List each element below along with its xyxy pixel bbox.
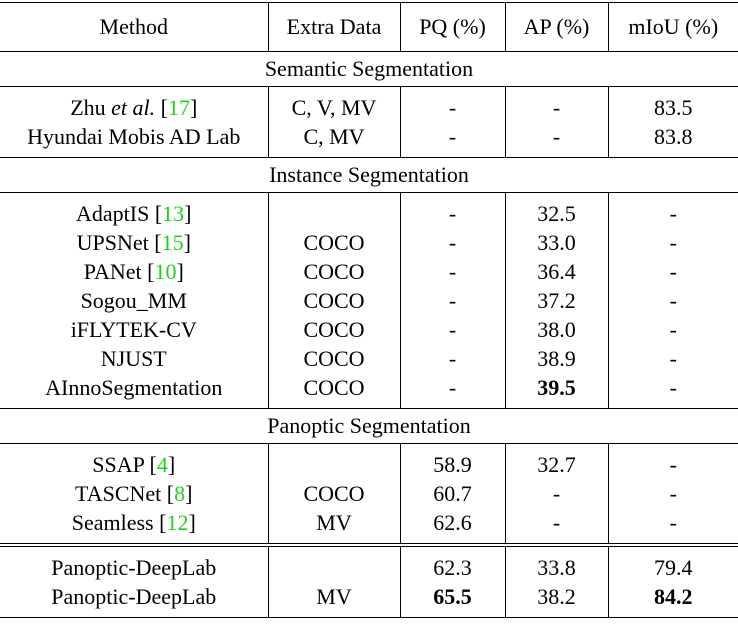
value-cell: - bbox=[399, 228, 505, 257]
value-cell: 33.0 bbox=[504, 228, 608, 257]
method-cell: iFLYTEK-CV bbox=[70, 316, 197, 342]
value-cell: 38.0 bbox=[504, 315, 608, 344]
data-row: Hyundai Mobis AD Lab C, MV - -83.8 bbox=[0, 122, 738, 158]
method-cell: SSAP [4] bbox=[92, 451, 176, 477]
method-cell: Seamless [12] bbox=[71, 509, 196, 535]
value-cell: 58.9 bbox=[399, 443, 505, 479]
section-title: Instance Segmentation bbox=[0, 157, 738, 193]
data-row: SSAP [4] 58.9 32.7- bbox=[0, 443, 738, 479]
value-cell: COCO bbox=[267, 344, 400, 373]
value-cell: 62.3 bbox=[399, 543, 505, 582]
method-cell: Panoptic-DeepLab bbox=[0, 582, 268, 618]
section-title: Panoptic Segmentation bbox=[0, 408, 738, 444]
value-cell: - bbox=[399, 192, 505, 228]
value-cell: 38.2 bbox=[504, 582, 608, 618]
value-cell: - bbox=[607, 228, 738, 257]
value-cell: 39.5 bbox=[504, 373, 608, 409]
value-cell: - bbox=[607, 315, 738, 344]
value-cell: COCO bbox=[267, 286, 400, 315]
value-cell: - bbox=[607, 257, 738, 286]
section-title: Semantic Segmentation bbox=[0, 51, 738, 87]
value-cell: COCO bbox=[267, 228, 400, 257]
value-cell: - bbox=[399, 86, 505, 122]
value-cell: 37.2 bbox=[504, 286, 608, 315]
section-row: Semantic Segmentation bbox=[0, 51, 738, 87]
value-cell: 60.7 bbox=[399, 479, 505, 508]
data-row: TASCNet [8] COCO 60.7- - bbox=[0, 479, 738, 508]
data-row: PANet [10] COCO -36.4- bbox=[0, 257, 738, 286]
method-cell: AInnoSegmentation bbox=[45, 374, 223, 400]
value-cell: - bbox=[504, 86, 608, 122]
header-cell: AP (%) bbox=[504, 2, 608, 52]
value-cell: - bbox=[399, 373, 505, 409]
value-cell: - bbox=[607, 508, 738, 545]
value-cell: C, MV bbox=[267, 122, 400, 158]
value-cell bbox=[267, 443, 400, 479]
data-row: UPSNet [15] COCO -33.0- bbox=[0, 228, 738, 257]
value-cell: COCO bbox=[267, 479, 400, 508]
method-cell: AdaptIS [13] bbox=[76, 200, 192, 226]
value-cell: 65.5 bbox=[399, 582, 505, 618]
value-cell: - bbox=[607, 192, 738, 228]
method-cell: NJUST bbox=[100, 345, 167, 371]
method-cell: Panoptic-DeepLab bbox=[0, 543, 268, 582]
value-cell: MV bbox=[267, 582, 400, 618]
data-row: Sogou_MM COCO -37.2- bbox=[0, 286, 738, 315]
value-cell: - bbox=[504, 122, 608, 158]
method-cell: PANet [10] bbox=[83, 258, 184, 284]
value-cell: COCO bbox=[267, 257, 400, 286]
value-cell: 32.7 bbox=[504, 443, 608, 479]
section-row: Panoptic Segmentation bbox=[0, 408, 738, 444]
value-cell: - bbox=[399, 344, 505, 373]
value-cell: - bbox=[504, 508, 608, 545]
value-cell: 32.5 bbox=[504, 192, 608, 228]
header-cell: Extra Data bbox=[267, 2, 400, 52]
value-cell: COCO bbox=[267, 315, 400, 344]
data-row: iFLYTEK-CV COCO -38.0- bbox=[0, 315, 738, 344]
value-cell: MV bbox=[267, 508, 400, 545]
data-row: AdaptIS [13] -32.5- bbox=[0, 192, 738, 228]
data-row: Panoptic-DeepLab 62.3 33.8 79.4 bbox=[0, 543, 738, 582]
value-cell: 83.5 bbox=[607, 86, 738, 122]
section-row: Instance Segmentation bbox=[0, 157, 738, 193]
method-cell: UPSNet [15] bbox=[76, 229, 191, 255]
method-cell: TASCNet [8] bbox=[75, 480, 193, 506]
results-table: Method Extra Data PQ (%) AP (%) mIoU (%) Sema… bbox=[0, 2, 738, 618]
value-cell: 84.2 bbox=[607, 582, 738, 618]
value-cell: 38.9 bbox=[504, 344, 608, 373]
method-cell: Zhu et al. [17] bbox=[70, 94, 198, 120]
method-cell: Hyundai Mobis AD Lab bbox=[27, 123, 241, 149]
value-cell: - bbox=[399, 122, 505, 158]
value-cell: - bbox=[607, 443, 738, 479]
header-row: Method Extra Data PQ (%) AP (%) mIoU (%) bbox=[0, 2, 738, 52]
value-cell: - bbox=[607, 479, 738, 508]
value-cell: - bbox=[607, 373, 738, 409]
header-cell: Method bbox=[0, 2, 268, 52]
method-cell: Sogou_MM bbox=[80, 287, 187, 313]
value-cell: 62.6 bbox=[399, 508, 505, 545]
data-row: AInnoSegmentation COCO -39.5- bbox=[0, 373, 738, 409]
table-body: Method Extra Data PQ (%) AP (%) mIoU (%) Sema… bbox=[0, 2, 738, 618]
value-cell: 83.8 bbox=[607, 122, 738, 158]
value-cell: - bbox=[607, 344, 738, 373]
header-cell: PQ (%) bbox=[399, 2, 505, 52]
value-cell bbox=[267, 543, 400, 582]
value-cell: - bbox=[607, 286, 738, 315]
value-cell: COCO bbox=[267, 373, 400, 409]
value-cell: C, V, MV bbox=[267, 86, 400, 122]
data-row: NJUST COCO -38.9- bbox=[0, 344, 738, 373]
value-cell bbox=[267, 192, 400, 228]
data-row: Seamless [12] MV 62.6- - bbox=[0, 508, 738, 545]
value-cell: 79.4 bbox=[607, 543, 738, 582]
value-cell: - bbox=[399, 257, 505, 286]
value-cell: - bbox=[399, 286, 505, 315]
value-cell: 36.4 bbox=[504, 257, 608, 286]
value-cell: - bbox=[399, 315, 505, 344]
header-cell: mIoU (%) bbox=[607, 2, 738, 52]
value-cell: 33.8 bbox=[504, 543, 608, 582]
data-row: Panoptic-DeepLab MV 65.5 38.2 84.2 bbox=[0, 582, 738, 618]
data-row: Zhu et al. [17] C, V, MV - -83.5 bbox=[0, 86, 738, 122]
value-cell: - bbox=[504, 479, 608, 508]
